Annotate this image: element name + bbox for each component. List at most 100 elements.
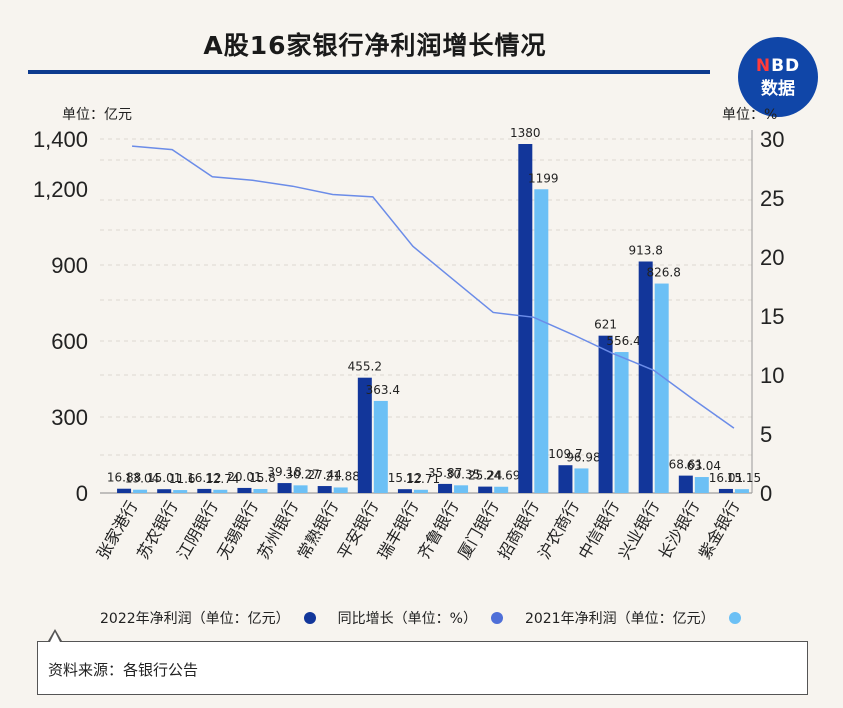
bar-2021 — [133, 489, 148, 493]
bar-2022 — [638, 261, 653, 493]
bar-2021-label: 96.98 — [566, 450, 600, 464]
bar-2022-label: 15.01 — [147, 471, 181, 485]
bar-2022 — [397, 489, 412, 493]
left-tick-label: 600 — [51, 329, 88, 354]
bar-2022 — [117, 488, 132, 493]
right-tick-label: 30 — [760, 127, 784, 152]
bar-2022 — [317, 486, 332, 493]
left-axis-unit: 单位：亿元 — [62, 107, 132, 123]
bar-2021-label: 363.4 — [366, 383, 400, 397]
left-tick-label: 300 — [51, 405, 88, 430]
bar-2022 — [678, 475, 693, 493]
chart-title: A股16家银行净利润增长情况 — [203, 31, 547, 60]
bar-2021 — [373, 400, 388, 493]
bar-2022-label: 39.18 — [267, 465, 301, 479]
bar-2022-label: 25.24 — [468, 469, 502, 483]
bar-2022-label: 15.12 — [388, 471, 422, 485]
logo-letter-n: N — [755, 55, 772, 76]
right-axis-unit: 单位：% — [722, 107, 778, 123]
bar-2021-label: 12.71 — [406, 472, 440, 486]
bar-2022-label: 913.8 — [629, 244, 663, 258]
bar-2022-label: 16.12 — [187, 471, 221, 485]
bar-2021-label: 30.27 — [285, 467, 319, 481]
right-tick-label: 5 — [760, 422, 772, 447]
left-tick-label: 1,200 — [33, 177, 88, 202]
bar-2021 — [574, 468, 589, 493]
bar-2022-label: 16.01 — [709, 471, 743, 485]
bar-2021 — [333, 487, 348, 493]
bar-2021-label: 63.04 — [687, 459, 721, 473]
bar-2022 — [237, 487, 252, 493]
bar-2022 — [197, 488, 212, 493]
right-tick-label: 15 — [760, 304, 784, 329]
bar-2022 — [357, 377, 372, 493]
bar-2021 — [173, 490, 188, 493]
bar-2021 — [454, 485, 469, 493]
bar-2021 — [694, 477, 709, 493]
bar-2021 — [734, 489, 749, 493]
bar-2021-label: 11.6 — [169, 472, 196, 486]
bar-2021 — [534, 189, 549, 493]
bar-2021-label: 24.69 — [486, 469, 520, 483]
bar-2021-label: 826.8 — [647, 266, 681, 280]
bar-2022 — [277, 483, 292, 493]
bar-2022 — [518, 144, 533, 493]
bar-2022-label: 455.2 — [348, 360, 382, 374]
source-box — [37, 641, 808, 695]
bar-2021-label: 1199 — [528, 171, 559, 185]
legend-item-growth: 同比增长（单位：%） — [338, 608, 503, 628]
right-tick-label: 0 — [760, 481, 772, 506]
right-tick-label: 25 — [760, 186, 784, 211]
bar-2022-label: 109.7 — [548, 447, 582, 461]
legend-label-growth: 同比增长（单位：%） — [337, 611, 477, 627]
bar-2021 — [494, 486, 509, 493]
logo-text-cn: 数据 — [761, 78, 795, 99]
legend-label-2021: 2021年净利润（单位：亿元） — [524, 611, 715, 627]
bar-2021 — [293, 485, 308, 493]
bar-2021-label: 12.74 — [205, 472, 239, 486]
left-tick-label: 0 — [76, 481, 88, 506]
bar-2021 — [253, 488, 268, 493]
source-box-notch-inner — [50, 632, 60, 642]
bar-2021-label: 21.88 — [326, 469, 360, 483]
bar-2022-label: 621 — [594, 318, 617, 332]
bar-2022-label: 16.88 — [107, 471, 141, 485]
legend-item-2021: 2021年净利润（单位：亿元） — [525, 608, 741, 628]
bar-2021-label: 556.4 — [606, 334, 640, 348]
bar-2022-label: 35.87 — [428, 466, 462, 480]
bar-2022 — [598, 335, 613, 493]
bar-2021 — [413, 489, 428, 493]
bar-2021 — [614, 352, 629, 493]
bar-2022 — [157, 489, 172, 493]
bar-2021-label: 15.15 — [727, 471, 761, 485]
nbd-logo: NBD 数据 — [738, 37, 818, 117]
left-tick-label: 900 — [51, 253, 88, 278]
bar-2021-label: 15.8 — [249, 471, 276, 485]
legend-label-2022: 2022年净利润（单位：亿元） — [100, 611, 290, 627]
right-tick-label: 10 — [760, 363, 784, 388]
growth-line — [131, 145, 735, 429]
legend-dot-growth — [490, 612, 503, 624]
right-tick-label: 20 — [760, 245, 784, 270]
bar-2022 — [558, 465, 573, 493]
logo-letters-bd: BD — [771, 55, 801, 76]
bar-2021-label: 13.04 — [125, 472, 159, 486]
bar-2021-label: 30.35 — [446, 467, 480, 481]
left-tick-label: 1,400 — [33, 127, 88, 152]
legend-dot-2021 — [728, 612, 741, 624]
source-note: 资料来源：各银行公告 — [48, 661, 199, 679]
title-underline — [28, 70, 710, 74]
bar-2022-label: 27.44 — [308, 468, 342, 482]
bar-2021 — [213, 489, 228, 493]
chart-legend: 2022年净利润（单位：亿元） 同比增长（单位：%） 2021年净利润（单位：亿… — [100, 608, 763, 628]
bar-2022 — [478, 486, 493, 493]
legend-dot-2022 — [303, 612, 316, 624]
bar-2021 — [654, 283, 669, 493]
legend-item-2022: 2022年净利润（单位：亿元） — [100, 608, 316, 628]
bar-2022-label: 68.61 — [669, 458, 703, 472]
bar-2022 — [718, 488, 733, 493]
bar-2022-label: 20.01 — [227, 470, 261, 484]
bar-2022-label: 1380 — [510, 126, 541, 140]
bar-2022 — [438, 483, 453, 493]
